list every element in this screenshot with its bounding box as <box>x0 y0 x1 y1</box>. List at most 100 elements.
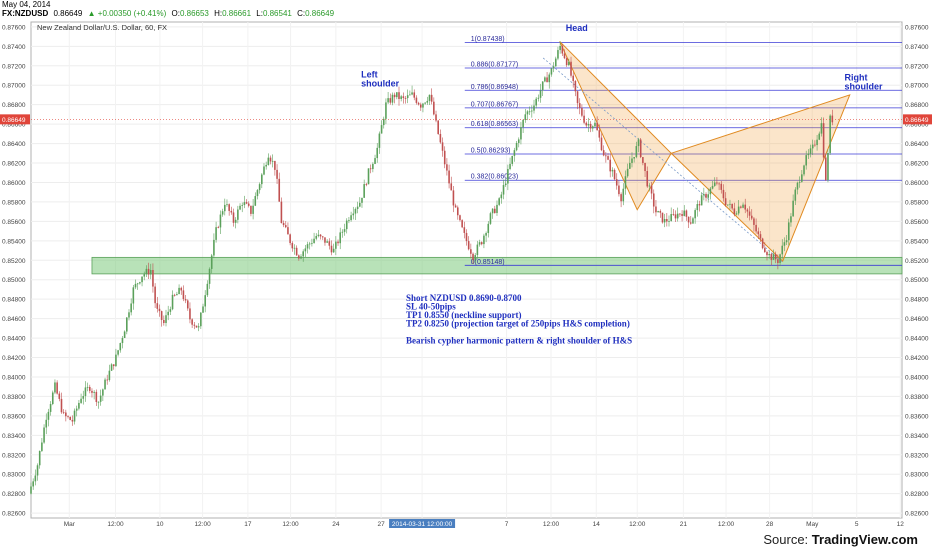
candle-down <box>413 92 416 98</box>
y-tick-label-left: 0.87200 <box>2 63 26 70</box>
y-tick-label-right: 0.84400 <box>905 336 929 343</box>
y-tick-label-right: 0.87000 <box>905 83 929 90</box>
candle-down <box>480 242 483 245</box>
candle-down <box>746 209 749 212</box>
candle-down <box>759 234 762 239</box>
head-label: Head <box>566 23 588 33</box>
price-tag-right-label: 0.86649 <box>905 117 929 124</box>
candle-up <box>385 102 387 119</box>
candle-up <box>32 481 34 487</box>
candle-up <box>692 218 694 224</box>
y-tick-label-left: 0.85600 <box>2 219 26 226</box>
candle-up <box>548 74 551 83</box>
candle-down <box>814 144 816 146</box>
y-tick-label-right: 0.83000 <box>905 472 929 479</box>
candle-down <box>321 236 324 238</box>
candle-up <box>500 194 503 199</box>
candle-up <box>271 160 274 162</box>
candle-up <box>507 168 509 184</box>
candle-down <box>672 214 675 215</box>
x-tick-label: 5 <box>855 521 859 528</box>
candle-up <box>517 139 520 143</box>
candle-up <box>611 169 614 172</box>
price-tag-right <box>903 114 932 125</box>
fib-level-label: 1(0.87438) <box>471 36 505 43</box>
candle-up <box>117 350 119 355</box>
candle-up <box>781 245 784 255</box>
candle-up <box>149 270 152 275</box>
candle-up <box>811 144 814 149</box>
candle-up <box>136 283 139 285</box>
candle-up <box>82 396 85 399</box>
candle-down <box>774 254 777 260</box>
candle-down <box>191 319 193 325</box>
candle-up <box>787 222 790 241</box>
candle-up <box>816 139 818 146</box>
x-tick-label: 12:00 <box>194 521 211 528</box>
candle-up <box>663 219 666 223</box>
candle-up <box>683 210 686 216</box>
candle-up <box>169 309 172 312</box>
candle-up <box>339 232 342 244</box>
candle-up <box>478 242 481 245</box>
candle-up <box>426 100 429 103</box>
candle-up <box>139 282 141 284</box>
candle-up <box>345 220 348 230</box>
right-shoulder-label: Right <box>845 72 868 82</box>
candle-up <box>213 239 215 256</box>
candle-down <box>278 178 281 202</box>
candle-up <box>352 213 355 216</box>
candle-up <box>796 182 799 190</box>
candle-down <box>578 103 581 108</box>
fib-level-label: 0.382(0.86023) <box>471 174 518 181</box>
header-close-label: C: <box>297 9 306 18</box>
candle-up <box>792 200 794 217</box>
candle-down <box>753 218 755 225</box>
candle-down <box>750 215 753 219</box>
trade-note-line: Short NZDUSD 0.8690-0.8700 <box>406 293 522 303</box>
y-tick-label-left: 0.83600 <box>2 413 26 420</box>
candle-down <box>60 398 63 413</box>
candle-down <box>284 225 287 228</box>
candle-up <box>317 234 320 236</box>
candle-up <box>341 231 344 233</box>
candle-up <box>496 204 498 213</box>
candle-up <box>128 312 130 318</box>
candle-up <box>485 233 487 236</box>
candle-up <box>86 386 89 388</box>
x-crosshair-label-bg <box>389 519 456 528</box>
candle-up <box>554 58 557 67</box>
candle-down <box>182 290 185 300</box>
header-close: 0.86649 <box>305 9 335 18</box>
candle-up <box>713 182 716 186</box>
candles <box>30 41 834 495</box>
candle-down <box>232 212 235 223</box>
candle-down <box>298 255 300 259</box>
candle-up <box>382 118 385 126</box>
fib-level-label: 0.707(0.86767) <box>471 101 518 108</box>
y-tick-label-right: 0.85000 <box>905 277 929 284</box>
candle-up <box>219 214 222 228</box>
y-axis-right: 0.87600 0.87400 0.87200 0.87000 0.86800 0.866… <box>905 24 929 517</box>
candle-down <box>770 253 773 260</box>
candle-down <box>650 185 653 194</box>
x-tick-label: Mar <box>64 521 76 528</box>
candle-up <box>121 338 124 344</box>
candle-down <box>450 183 453 191</box>
candle-up <box>38 450 41 466</box>
candle-down <box>589 123 592 129</box>
y-tick-label-left: 0.82600 <box>2 511 26 518</box>
candle-down <box>574 80 577 92</box>
header-open-label: O: <box>171 9 180 18</box>
candle-down <box>160 311 163 320</box>
candle-down <box>269 157 272 162</box>
candle-down <box>585 122 588 126</box>
candle-up <box>513 150 516 156</box>
candle-down <box>674 214 677 219</box>
candle-down <box>655 206 657 213</box>
candle-up <box>302 251 304 257</box>
candle-down <box>777 259 779 263</box>
candle-up <box>200 312 202 327</box>
candle-up <box>208 268 211 284</box>
